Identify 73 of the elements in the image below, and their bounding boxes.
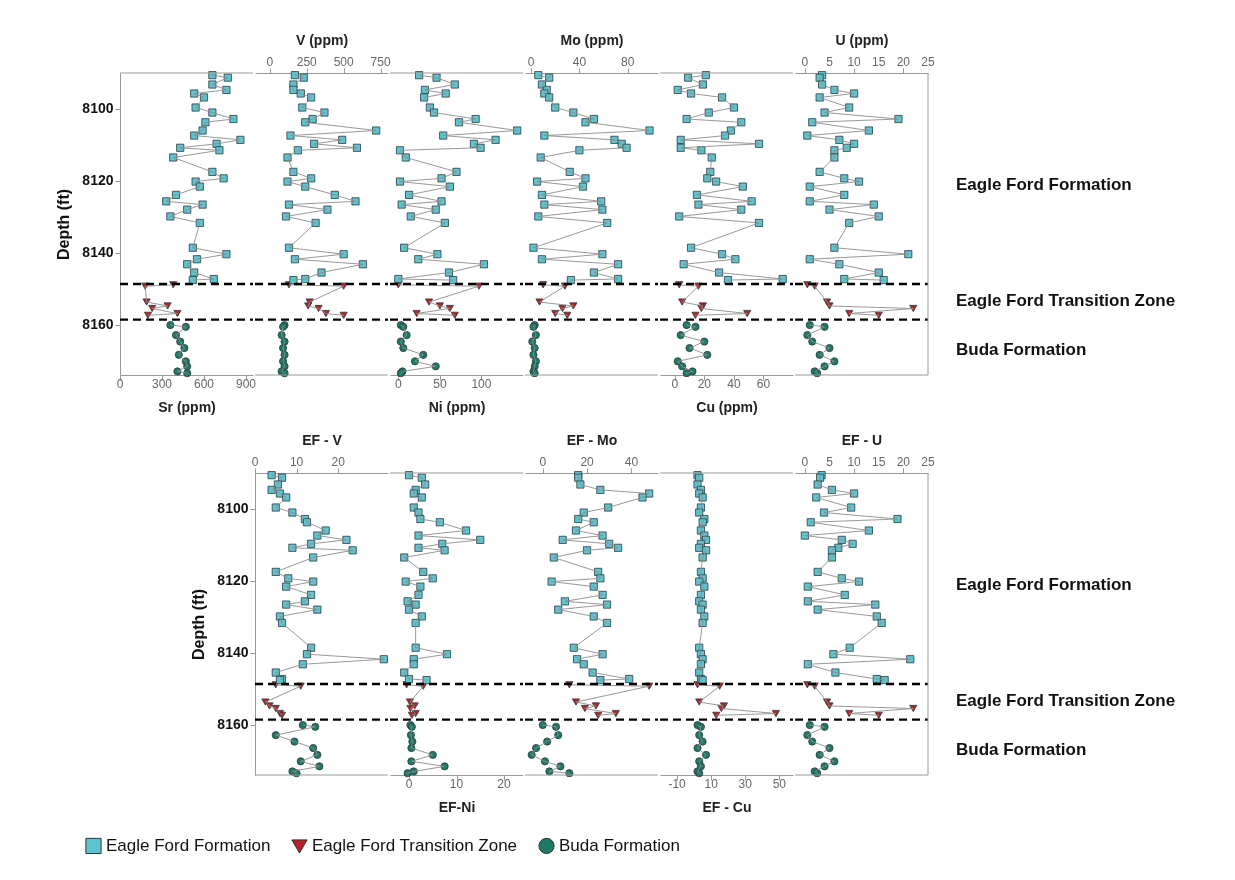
text: Eagle Ford Transition Zone: [956, 691, 1176, 710]
x-tick-label: 25: [921, 55, 935, 69]
x-tick-label: 750: [370, 55, 391, 69]
x-tick-label: 0: [266, 55, 274, 69]
x-axis-title: EF - Cu: [702, 799, 752, 815]
x-tick-label: 60: [756, 377, 771, 391]
x-tick-label: 0: [116, 377, 124, 391]
legend-label: Eagle Ford Formation: [106, 835, 271, 855]
x-tick-label: 0: [394, 377, 402, 391]
x-tick-label: 10: [704, 777, 719, 791]
x-tick-label: 0: [671, 377, 679, 391]
text: Buda Formation: [956, 340, 1087, 359]
x-tick-label: 50: [433, 377, 447, 391]
y-tick-label: 8140: [82, 244, 114, 261]
text: Eagle Ford Transition Zone: [956, 291, 1176, 310]
y-tick-label: 8100: [217, 500, 249, 517]
x-axis-title: U (ppm): [835, 32, 889, 48]
x-tick-label: 15: [872, 55, 886, 69]
y-axis-title: Depth (ft): [190, 588, 208, 661]
x-tick-label: 25: [921, 455, 935, 469]
y-tick-label: 8120: [82, 172, 114, 189]
x-tick-label: 5: [826, 455, 834, 469]
x-tick-label: 10: [847, 55, 862, 69]
x-tick-label: 0: [539, 455, 547, 469]
x-tick-label: 0: [801, 55, 809, 69]
y-tick-label: 8160: [82, 316, 114, 333]
text: Buda Formation: [956, 740, 1087, 759]
x-tick-label: 10: [289, 455, 304, 469]
x-tick-label: 0: [405, 777, 413, 791]
x-tick-label: 10: [847, 455, 862, 469]
x-tick-label: 50: [772, 777, 787, 791]
x-tick-label: 250: [296, 55, 318, 69]
y-tick-label: 8160: [217, 716, 249, 733]
x-tick-label: 100: [471, 377, 492, 391]
x-tick-label: 40: [572, 55, 587, 69]
y-axis-title: Depth (ft): [55, 188, 73, 261]
x-axis-title: EF-Ni: [438, 799, 476, 815]
x-axis-title: EF - U: [841, 432, 883, 448]
legend-label: Buda Formation: [559, 835, 680, 855]
x-axis-title: Cu (ppm): [696, 399, 758, 415]
x-axis-title: Sr (ppm): [158, 399, 216, 415]
text: Eagle Ford Formation: [956, 175, 1132, 194]
x-tick-label: 20: [580, 455, 595, 469]
x-tick-label: 20: [896, 455, 911, 469]
x-tick-label: 15: [872, 455, 886, 469]
x-tick-label: 20: [331, 455, 346, 469]
x-axis-title: Ni (ppm): [428, 399, 486, 415]
x-tick-label: 40: [624, 455, 639, 469]
x-tick-label: 0: [527, 55, 535, 69]
x-tick-label: 20: [697, 377, 712, 391]
x-tick-label: 30: [738, 777, 753, 791]
x-axis-title: Mo (ppm): [560, 32, 624, 48]
y-tick-label: 8140: [217, 644, 249, 661]
x-tick-label: 5: [826, 55, 834, 69]
y-tick-label: 8100: [82, 100, 114, 117]
x-tick-label: 300: [151, 377, 173, 391]
x-tick-label: 900: [235, 377, 257, 391]
x-tick-label: 0: [801, 455, 809, 469]
x-tick-label: 0: [251, 455, 259, 469]
x-axis-title: EF - V: [302, 432, 343, 448]
x-tick-label: 10: [449, 777, 464, 791]
x-axis-title: EF - Mo: [566, 432, 618, 448]
x-tick-label: 40: [727, 377, 741, 391]
x-tick-label: 20: [896, 55, 911, 69]
x-tick-label: 600: [193, 377, 215, 391]
x-tick-label: 500: [333, 55, 354, 69]
text: Eagle Ford Formation: [956, 575, 1132, 594]
legend-label: Eagle Ford Transition Zone: [312, 836, 518, 856]
x-tick-label: 20: [497, 777, 511, 791]
x-tick-label: 80: [621, 55, 635, 69]
x-axis-title: V (ppm): [295, 32, 349, 48]
x-tick-label: -10: [668, 777, 687, 791]
y-tick-label: 8120: [217, 572, 249, 589]
